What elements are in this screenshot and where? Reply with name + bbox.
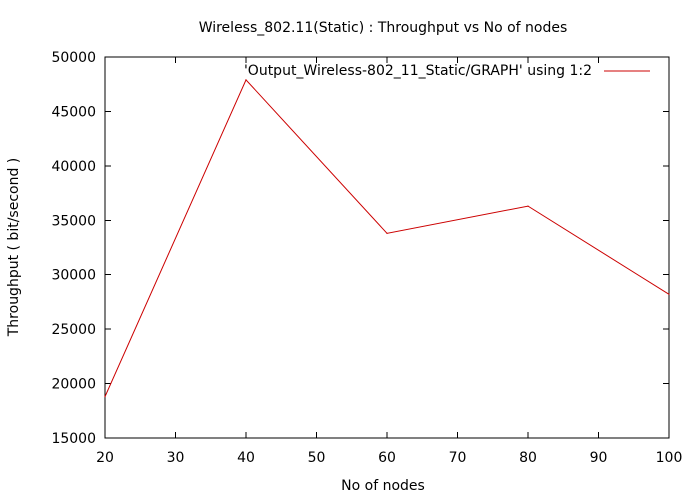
y-tick-label: 45000 <box>51 104 96 120</box>
y-tick-label: 20000 <box>51 377 96 393</box>
data-point <box>668 293 670 295</box>
data-point <box>245 79 247 81</box>
x-tick-label: 30 <box>167 450 185 466</box>
y-tick-label: 40000 <box>51 159 96 175</box>
y-axis: 15000 20000 25000 30000 35000 40000 45000 50000 <box>51 50 669 447</box>
x-tick-label: 40 <box>237 450 255 466</box>
chart-title: Wireless_802.11(Static) : Throughput vs … <box>199 20 568 36</box>
x-tick-label: 50 <box>308 450 326 466</box>
y-tick-label: 15000 <box>51 431 96 447</box>
x-tick-label: 70 <box>449 450 467 466</box>
x-axis-label: No of nodes <box>341 478 425 494</box>
y-tick-label: 50000 <box>51 50 96 66</box>
legend: 'Output_Wireless-802_11_Static/GRAPH' us… <box>244 63 650 79</box>
y-tick-label: 35000 <box>51 213 96 229</box>
y-tick-label: 30000 <box>51 268 96 284</box>
y-axis-label: Throughput ( bit/second ) <box>6 158 22 338</box>
series-line <box>104 78 670 397</box>
x-tick-label: 100 <box>656 450 683 466</box>
y-tick-label: 25000 <box>51 322 96 338</box>
x-tick-label: 60 <box>378 450 396 466</box>
legend-label: 'Output_Wireless-802_11_Static/GRAPH' us… <box>244 63 592 79</box>
data-point <box>104 396 106 398</box>
x-tick-label: 20 <box>96 450 114 466</box>
x-tick-label: 80 <box>519 450 537 466</box>
data-point <box>386 232 388 234</box>
data-point <box>527 205 529 207</box>
series-layer <box>104 78 670 398</box>
plot-frame <box>104 56 670 439</box>
x-tick-label: 90 <box>590 450 608 466</box>
x-axis: 20 30 40 50 60 70 80 90 100 <box>96 57 682 466</box>
